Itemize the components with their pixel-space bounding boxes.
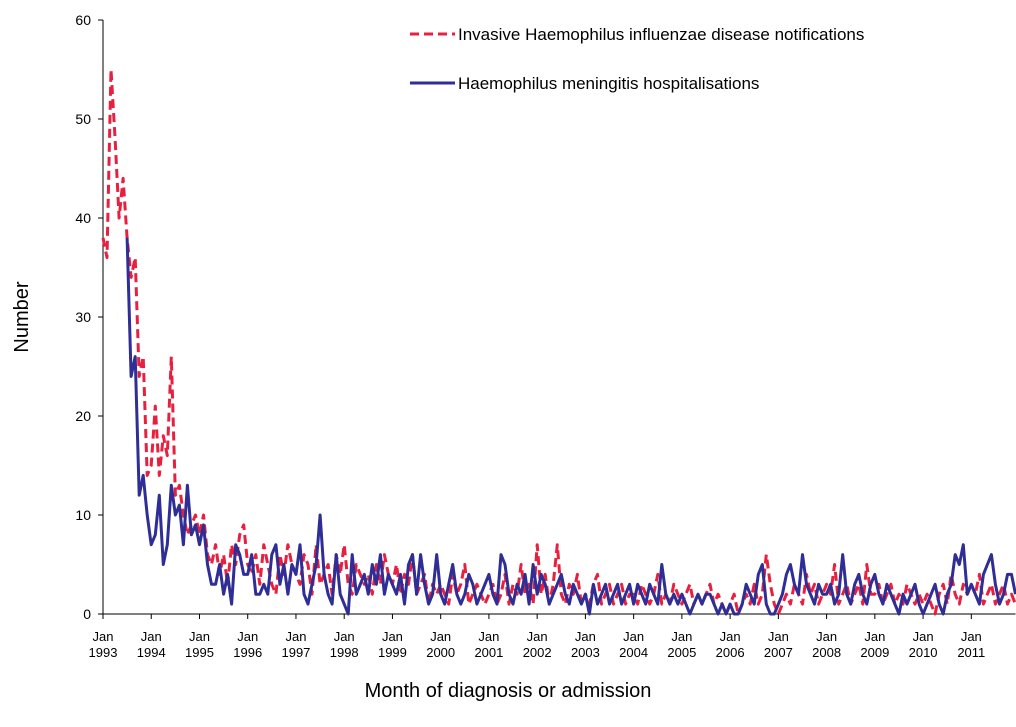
x-tick-label: Jan 2008 <box>812 629 841 660</box>
y-tick-label: 60 <box>75 12 91 28</box>
y-tick-label: 0 <box>83 606 91 622</box>
x-tick-label: Jan 2001 <box>474 629 503 660</box>
x-tick-label: Jan 2003 <box>571 629 600 660</box>
x-tick-label: Jan 2002 <box>523 629 552 660</box>
x-tick-label: Jan 2007 <box>764 629 793 660</box>
y-tick-label: 20 <box>75 408 91 424</box>
x-axis-title: Month of diagnosis or admission <box>365 680 652 702</box>
y-tick-label: 50 <box>75 111 91 127</box>
x-tick-label: Jan 1996 <box>233 629 262 660</box>
series-line <box>101 68 1016 616</box>
x-tick-label: Jan 1999 <box>378 629 407 660</box>
y-tick-label: 40 <box>75 210 91 226</box>
x-tick-label: Jan 2010 <box>909 629 938 660</box>
x-tick-label: Jan 1995 <box>185 629 214 660</box>
x-tick-label: Jan 2004 <box>619 629 648 660</box>
series-line <box>125 237 1016 616</box>
x-tick-label: Jan 2009 <box>860 629 889 660</box>
x-tick-label: Jan 1997 <box>281 629 310 660</box>
y-tick-label: 10 <box>75 507 91 523</box>
x-tick-label: Jan 2005 <box>667 629 696 660</box>
legend-label: Invasive Haemophilus influenzae disease … <box>458 25 864 44</box>
x-tick-label: Jan 2011 <box>957 629 985 660</box>
x-tick-label: Jan 1993 <box>89 629 118 660</box>
x-tick-label: Jan 1998 <box>330 629 359 660</box>
y-axis-title: Number <box>11 281 33 352</box>
legend-label: Haemophilus meningitis hospitalisations <box>458 74 759 93</box>
x-tick-label: Jan 1994 <box>137 629 166 660</box>
x-tick-label: Jan 2000 <box>426 629 455 660</box>
x-tick-label: Jan 2006 <box>716 629 745 660</box>
y-tick-label: 30 <box>75 309 91 325</box>
